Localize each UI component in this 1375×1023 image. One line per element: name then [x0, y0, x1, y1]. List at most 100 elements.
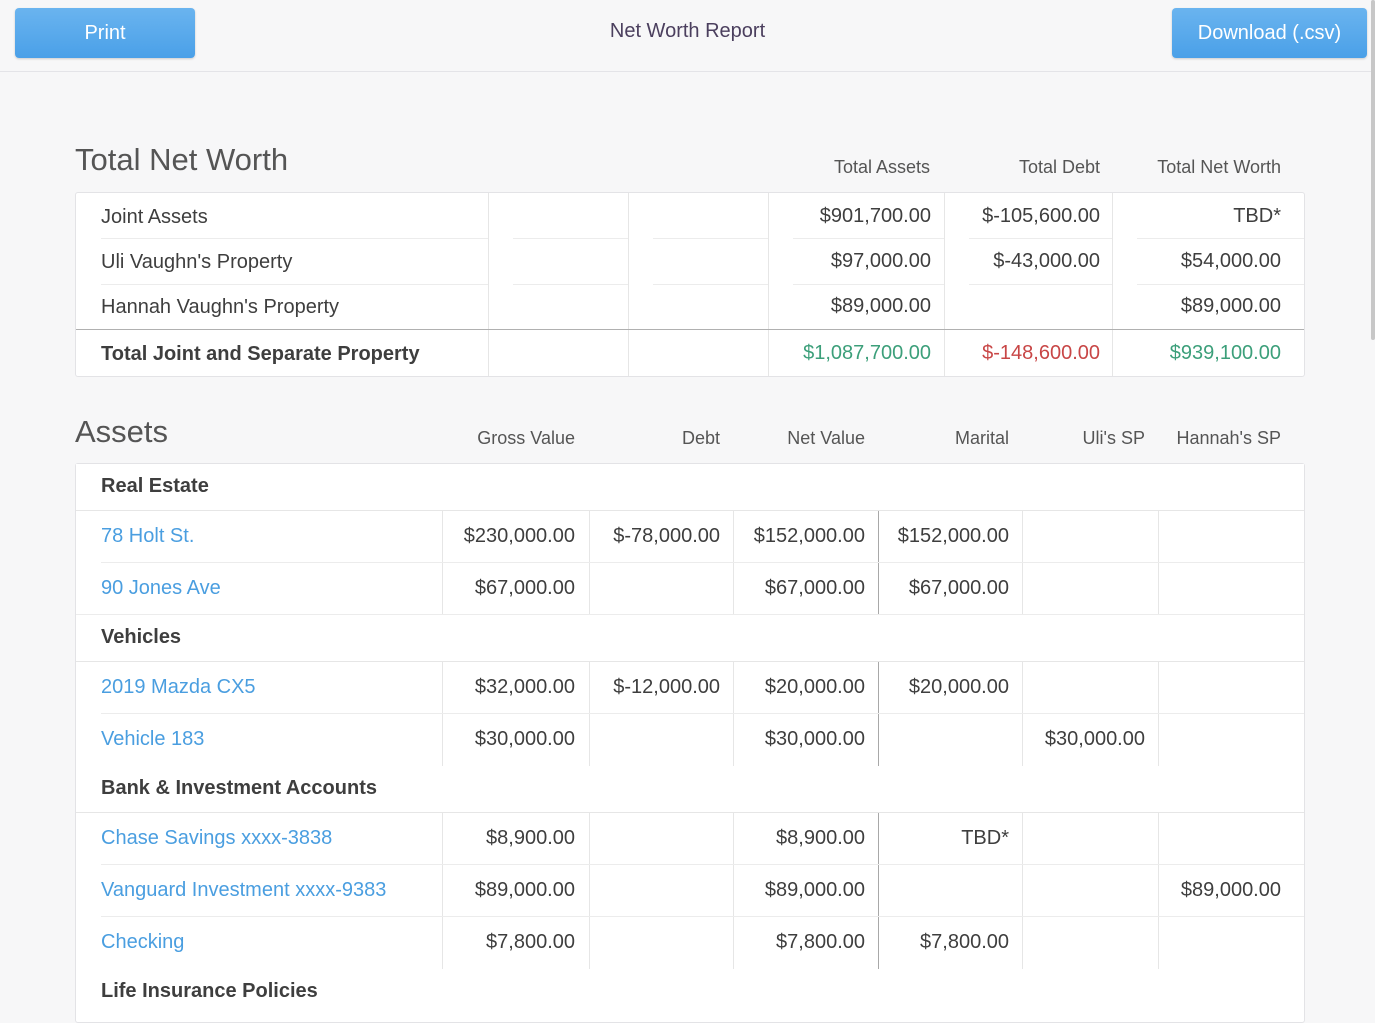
col-head-total-assets: Total Assets	[833, 157, 930, 177]
asset-link-checking[interactable]: Checking	[101, 931, 185, 953]
row-divider	[1137, 284, 1304, 285]
row-divider	[76, 614, 1304, 615]
uli-property-total-assets: $97,000.00	[830, 250, 931, 272]
debt-cell: $-78,000.00	[613, 525, 720, 547]
row-divider	[793, 238, 944, 239]
net-value-cell: $67,000.00	[764, 577, 865, 599]
col-head-total-debt: Total Debt	[1018, 157, 1100, 177]
joint-assets-net-worth: TBD*	[1233, 205, 1281, 227]
gross-value-cell: $67,000.00	[474, 577, 575, 599]
column-divider	[878, 511, 879, 615]
row-divider	[101, 713, 1304, 714]
assets-section-title: Assets	[75, 414, 169, 449]
row-divider	[969, 284, 1112, 285]
col-head-hannah-sp: Hannah's SP	[1176, 428, 1281, 448]
col-head-net-value: Net Value	[787, 428, 865, 448]
uli-property-net-worth: $54,000.00	[1180, 250, 1281, 272]
column-divider	[878, 662, 879, 766]
column-divider	[768, 193, 769, 376]
column-divider	[1158, 511, 1159, 615]
row-divider	[793, 284, 944, 285]
debt-cell: $-12,000.00	[613, 676, 720, 698]
joint-assets-total-assets: $901,700.00	[819, 205, 931, 227]
row-divider	[101, 238, 488, 239]
row-divider	[1137, 238, 1304, 239]
net-value-cell: $8,900.00	[776, 827, 865, 849]
column-divider	[733, 662, 734, 766]
column-divider	[442, 511, 443, 615]
print-button[interactable]: Print	[15, 8, 195, 58]
column-divider	[589, 511, 590, 615]
column-divider	[1022, 813, 1023, 969]
marital-cell: $152,000.00	[897, 525, 1009, 547]
gross-value-cell: $32,000.00	[474, 676, 575, 698]
scrollbar[interactable]	[1371, 0, 1375, 340]
net-value-cell: $30,000.00	[764, 728, 865, 750]
group-label: Bank & Investment Accounts	[101, 777, 377, 799]
total-divider	[76, 329, 1304, 330]
column-divider	[1022, 662, 1023, 766]
row-label-hannah-property: Hannah Vaughn's Property	[101, 296, 340, 318]
column-divider	[733, 813, 734, 969]
hannah-property-net-worth: $89,000.00	[1180, 295, 1281, 317]
asset-link-vehicle-183[interactable]: Vehicle 183	[101, 728, 205, 750]
column-divider	[878, 813, 879, 969]
joint-assets-total-debt: $-105,600.00	[982, 205, 1100, 227]
column-divider	[589, 662, 590, 766]
column-divider	[589, 813, 590, 969]
gross-value-cell: $30,000.00	[474, 728, 575, 750]
group-label: Life Insurance Policies	[101, 980, 318, 1002]
marital-cell: TBD*	[961, 827, 1009, 849]
net-value-cell: $152,000.00	[753, 525, 865, 547]
download-csv-button[interactable]: Download (.csv)	[1172, 8, 1367, 58]
gross-value-cell: $7,800.00	[486, 931, 575, 953]
group-header-bank-investment: Bank & Investment Accounts	[76, 766, 1304, 813]
column-divider	[442, 813, 443, 969]
column-divider	[1112, 193, 1113, 376]
row-divider	[653, 284, 768, 285]
assets-table: Real Estate 78 Holt St. $230,000.00 $-78…	[75, 463, 1305, 1023]
asset-link-90-jones[interactable]: 90 Jones Ave	[101, 577, 221, 599]
row-divider	[653, 238, 768, 239]
uli-sp-cell: $30,000.00	[1044, 728, 1145, 750]
column-divider	[488, 193, 489, 376]
net-value-cell: $7,800.00	[776, 931, 865, 953]
asset-link-chase-savings[interactable]: Chase Savings xxxx-3838	[101, 827, 333, 849]
marital-cell: $67,000.00	[908, 577, 1009, 599]
column-divider	[1158, 662, 1159, 766]
column-divider	[442, 662, 443, 766]
asset-link-78-holt[interactable]: 78 Holt St.	[101, 525, 195, 547]
column-divider	[733, 511, 734, 615]
col-head-debt: Debt	[681, 428, 720, 448]
col-head-gross-value: Gross Value	[477, 428, 575, 448]
marital-cell: $20,000.00	[908, 676, 1009, 698]
col-head-uli-sp: Uli's SP	[1082, 428, 1145, 448]
row-divider	[513, 238, 628, 239]
page-title: Net Worth Report	[609, 20, 766, 42]
gross-value-cell: $230,000.00	[463, 525, 575, 547]
gross-value-cell: $89,000.00	[474, 879, 575, 901]
net-value-cell: $20,000.00	[764, 676, 865, 698]
col-head-total-net-worth: Total Net Worth	[1157, 157, 1281, 177]
row-divider	[513, 284, 628, 285]
asset-link-vanguard-investment[interactable]: Vanguard Investment xxxx-9383	[101, 879, 387, 901]
total-row-label: Total Joint and Separate Property	[101, 343, 420, 365]
row-divider	[969, 238, 1112, 239]
row-divider	[101, 284, 488, 285]
uli-property-total-debt: $-43,000.00	[993, 250, 1100, 272]
row-divider	[101, 916, 1304, 917]
row-divider	[101, 562, 1304, 563]
total-assets-value: $1,087,700.00	[803, 342, 931, 364]
net-worth-table: Joint Assets $901,700.00 $-105,600.00 TB…	[75, 192, 1305, 377]
hannah-sp-cell: $89,000.00	[1180, 879, 1281, 901]
net-value-cell: $89,000.00	[764, 879, 865, 901]
group-header-real-estate: Real Estate	[76, 464, 1304, 511]
row-label-uli-property: Uli Vaughn's Property	[101, 251, 293, 273]
group-label: Real Estate	[101, 475, 209, 497]
column-divider	[1022, 511, 1023, 615]
row-divider	[101, 864, 1304, 865]
col-head-marital: Marital	[954, 428, 1009, 448]
asset-link-2019-mazda[interactable]: 2019 Mazda CX5	[101, 676, 256, 698]
marital-cell: $7,800.00	[920, 931, 1009, 953]
group-header-vehicles: Vehicles	[76, 615, 1304, 662]
